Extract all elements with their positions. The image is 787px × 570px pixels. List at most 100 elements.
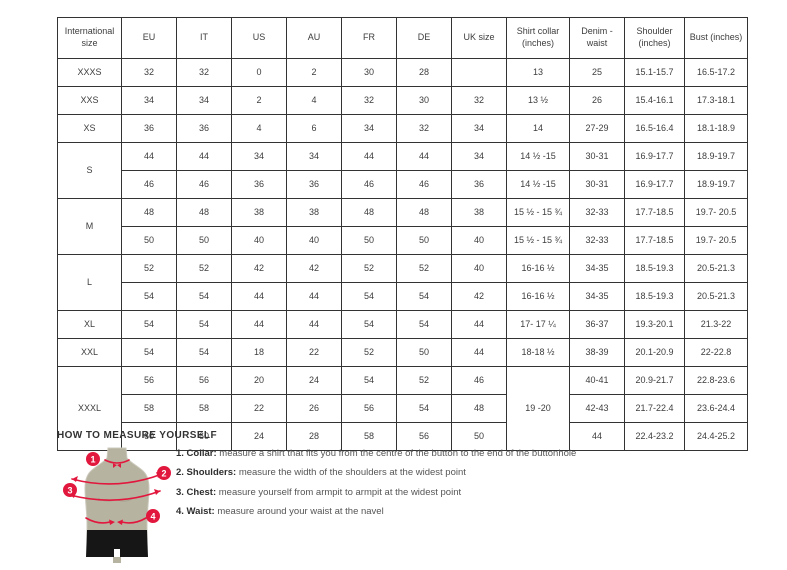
size-value-cell: 44 — [176, 142, 232, 171]
table-row: S 44 44 34 34 44 44 34 14 ½ -15 30-31 16.9-17.7 18.… — [57, 142, 748, 199]
column-header: EU — [121, 17, 177, 59]
size-value-cell: 40 — [451, 226, 507, 255]
size-value-cell: 15 ½ - 15 ¾ — [506, 226, 570, 255]
size-value-cell: 48 — [121, 198, 177, 227]
size-value-cell: 22 — [286, 338, 342, 367]
size-value-cell: 54 — [121, 310, 177, 339]
size-value-cell: 30 — [396, 86, 452, 115]
size-value-cell: 44 — [396, 142, 452, 171]
size-value-cell: 24 — [231, 422, 287, 451]
size-value-cell: 17.3-18.1 — [684, 86, 748, 115]
size-value-cell: 18.5-19.3 — [624, 254, 685, 283]
size-value-cell: 44 — [286, 310, 342, 339]
size-value-cell: 36 — [286, 170, 342, 199]
size-value-cell: 48 — [451, 394, 507, 423]
size-label-cell: XXXL — [57, 366, 122, 451]
measure-item-label: 3. Chest: — [176, 486, 217, 498]
table-row: M 48 48 38 38 48 48 38 15 ½ - 15 ¾ 32-33 17.7-18.5… — [57, 198, 748, 255]
size-label-cell: XXXS — [57, 58, 122, 87]
size-value-cell: 42 — [231, 254, 287, 283]
measure-item-text: measure around your waist at the navel — [214, 506, 384, 518]
size-value-cell: 22 — [231, 394, 287, 423]
size-value-cell: 34 — [121, 86, 177, 115]
size-value-cell: 40 — [286, 226, 342, 255]
size-value-cell: 52 — [396, 366, 452, 395]
size-value-cell: 30-31 — [569, 170, 625, 199]
measure-list-item: 1. Collar: measure a shirt that fits you… — [176, 448, 576, 459]
size-value-cell: 2 — [286, 58, 342, 87]
table-row: L 52 52 42 42 52 52 40 16-16 ½ 34-35 18.5-19.3 20.5… — [57, 254, 748, 311]
size-value-cell: 19 -20 — [506, 366, 570, 451]
size-value-cell: 4 — [231, 114, 287, 143]
size-value-cell: 16.9-17.7 — [624, 170, 685, 199]
shorts-shape — [86, 530, 148, 557]
size-value-cell: 56 — [176, 366, 232, 395]
size-value-cell: 52 — [176, 254, 232, 283]
size-value-cell: 16.5-17.2 — [684, 58, 748, 87]
size-value-cell: 52 — [396, 254, 452, 283]
size-value-cell: 52 — [341, 254, 397, 283]
size-value-cell: 46 — [121, 170, 177, 199]
size-value-cell: 54 — [176, 338, 232, 367]
chest-measure-line — [69, 490, 161, 501]
size-value-cell: 20.9-21.7 — [624, 366, 685, 395]
size-value-cell: 54 — [121, 282, 177, 311]
column-header: IT — [176, 17, 232, 59]
column-header: Shoulder (inches) — [624, 17, 685, 59]
size-value-cell: 34 — [176, 86, 232, 115]
size-value-cell: 56 — [121, 366, 177, 395]
size-table-header-row: International size EU IT US AU FR DE UK size Shi… — [57, 17, 748, 59]
size-value-cell: 34 — [451, 142, 507, 171]
column-header: Shirt collar (inches) — [506, 17, 570, 59]
size-value-cell: 18.1-18.9 — [684, 114, 748, 143]
size-value-cell: 44 — [286, 282, 342, 311]
size-value-cell: 24.4-25.2 — [684, 422, 748, 451]
measure-list-item: 3. Chest: measure yourself from armpit t… — [176, 487, 576, 498]
mannequin-illustration: 1 2 3 4 — [63, 447, 171, 563]
size-value-cell: 30-31 — [569, 142, 625, 171]
column-header: FR — [341, 17, 397, 59]
size-value-cell: 21.3-22 — [684, 310, 748, 339]
size-value-cell: 48 — [176, 198, 232, 227]
svg-text:3: 3 — [67, 485, 72, 495]
size-value-cell: 46 — [451, 366, 507, 395]
size-value-cell: 20.1-20.9 — [624, 338, 685, 367]
size-value-cell: 22.8-23.6 — [684, 366, 748, 395]
size-value-cell: 32 — [341, 86, 397, 115]
size-value-cell: 36 — [231, 170, 287, 199]
size-value-cell: 44 — [451, 338, 507, 367]
size-value-cell: 4 — [286, 86, 342, 115]
size-value-cell: 54 — [396, 394, 452, 423]
column-header: UK size — [451, 17, 507, 59]
measure-item-text: measure yourself from armpit to armpit a… — [216, 486, 462, 498]
size-value-cell: 42-43 — [569, 394, 625, 423]
size-value-cell: 17- 17 ¼ — [506, 310, 570, 339]
size-value-cell: 50 — [396, 338, 452, 367]
size-value-cell: 48 — [341, 198, 397, 227]
size-label-cell: M — [57, 198, 122, 255]
size-label-cell: L — [57, 254, 122, 311]
table-row: XXXS 32 32 0 2 30 28 13 25 15.1-15.7 16.5-17.2 — [57, 58, 748, 87]
size-value-cell: 58 — [341, 422, 397, 451]
size-value-cell: 0 — [231, 58, 287, 87]
table-row: 54 54 44 44 54 54 42 16-16 ½ 34-35 18.5-19.3 20.5-… — [58, 282, 748, 311]
size-value-cell: 18.5-19.3 — [624, 282, 685, 311]
badge-4-waist: 4 — [146, 509, 160, 523]
stand-peg — [113, 557, 121, 563]
size-value-cell: 38-39 — [569, 338, 625, 367]
size-value-cell: 32 — [451, 86, 507, 115]
size-value-cell: 58 — [176, 394, 232, 423]
size-value-cell: 44 — [121, 142, 177, 171]
column-header: US — [231, 17, 287, 59]
size-value-cell: 46 — [396, 170, 452, 199]
size-value-cell: 14 ½ -15 — [506, 170, 570, 199]
measure-item-label: 1. Collar: — [176, 448, 217, 459]
size-value-cell: 54 — [396, 310, 452, 339]
size-value-cell: 14 ½ -15 — [506, 142, 570, 171]
size-value-cell: 50 — [121, 226, 177, 255]
size-value-cell: 44 — [569, 422, 625, 451]
size-value-cell: 54 — [176, 310, 232, 339]
badge-3-chest: 3 — [63, 483, 77, 497]
badge-1-collar: 1 — [86, 452, 100, 466]
size-value-cell: 25 — [569, 58, 625, 87]
